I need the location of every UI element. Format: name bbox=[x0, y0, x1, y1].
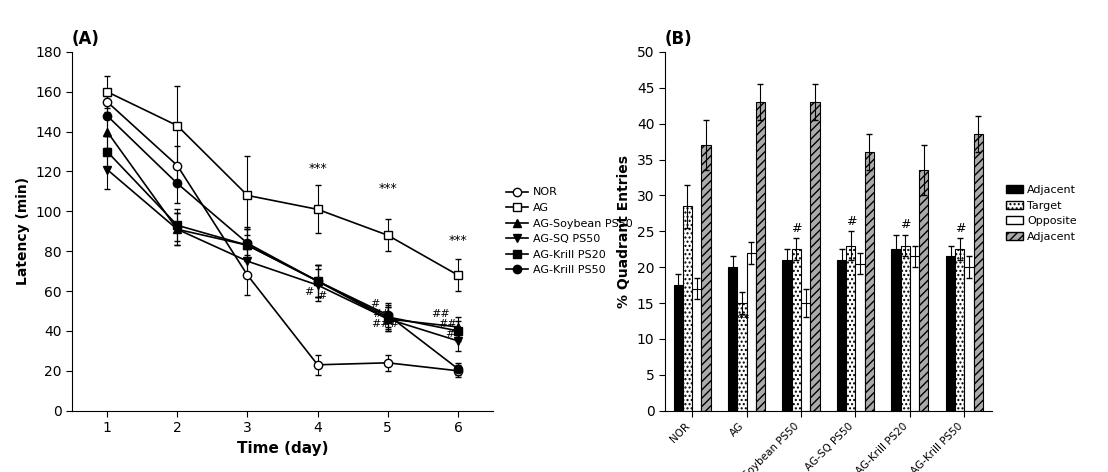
Text: #: # bbox=[900, 218, 911, 231]
Y-axis label: % Quadrant Entries: % Quadrant Entries bbox=[617, 155, 632, 308]
Text: #: # bbox=[845, 215, 856, 228]
Bar bbox=[737, 303, 747, 411]
Bar bbox=[728, 267, 737, 411]
Bar bbox=[792, 249, 801, 411]
Text: ***: *** bbox=[308, 162, 327, 176]
Text: ###: ### bbox=[371, 319, 400, 329]
Bar bbox=[782, 260, 792, 411]
Legend: NOR, AG, AG-Soybean PS50, AG-SQ PS50, AG-Krill PS20, AG-Krill PS50: NOR, AG, AG-Soybean PS50, AG-SQ PS50, AG… bbox=[502, 183, 637, 279]
Bar bbox=[683, 206, 692, 411]
Bar bbox=[955, 249, 964, 411]
Text: ##: ## bbox=[438, 319, 456, 329]
Bar bbox=[920, 170, 929, 411]
X-axis label: Time (day): Time (day) bbox=[237, 441, 328, 455]
Text: (A): (A) bbox=[72, 30, 100, 48]
Legend: Adjacent, Target, Opposite, Adjacent: Adjacent, Target, Opposite, Adjacent bbox=[1002, 181, 1081, 246]
Bar bbox=[692, 289, 701, 411]
Bar bbox=[910, 256, 920, 411]
Bar bbox=[847, 245, 855, 411]
Text: #: # bbox=[954, 222, 965, 235]
Bar bbox=[701, 145, 710, 411]
Y-axis label: Latency (min): Latency (min) bbox=[16, 177, 30, 286]
Text: ##: ## bbox=[372, 309, 391, 319]
Bar bbox=[837, 260, 847, 411]
Bar bbox=[946, 256, 955, 411]
Text: ***: *** bbox=[449, 234, 468, 247]
Text: #: # bbox=[791, 222, 801, 235]
Text: ##: ## bbox=[445, 329, 464, 339]
Text: ##: ## bbox=[431, 309, 450, 319]
Text: #: # bbox=[317, 291, 327, 301]
Bar bbox=[892, 249, 901, 411]
Bar bbox=[801, 303, 810, 411]
Bar bbox=[674, 285, 683, 411]
Bar bbox=[756, 102, 765, 411]
Bar bbox=[855, 263, 864, 411]
Bar bbox=[864, 152, 874, 411]
Text: #: # bbox=[370, 299, 380, 309]
Bar bbox=[810, 102, 820, 411]
Bar bbox=[747, 253, 756, 411]
Text: ***: *** bbox=[735, 314, 749, 324]
Text: (B): (B) bbox=[665, 30, 692, 48]
Text: ***: *** bbox=[379, 182, 397, 195]
Bar bbox=[964, 267, 974, 411]
Bar bbox=[901, 245, 910, 411]
Bar bbox=[974, 135, 983, 411]
Text: #: # bbox=[305, 287, 314, 297]
